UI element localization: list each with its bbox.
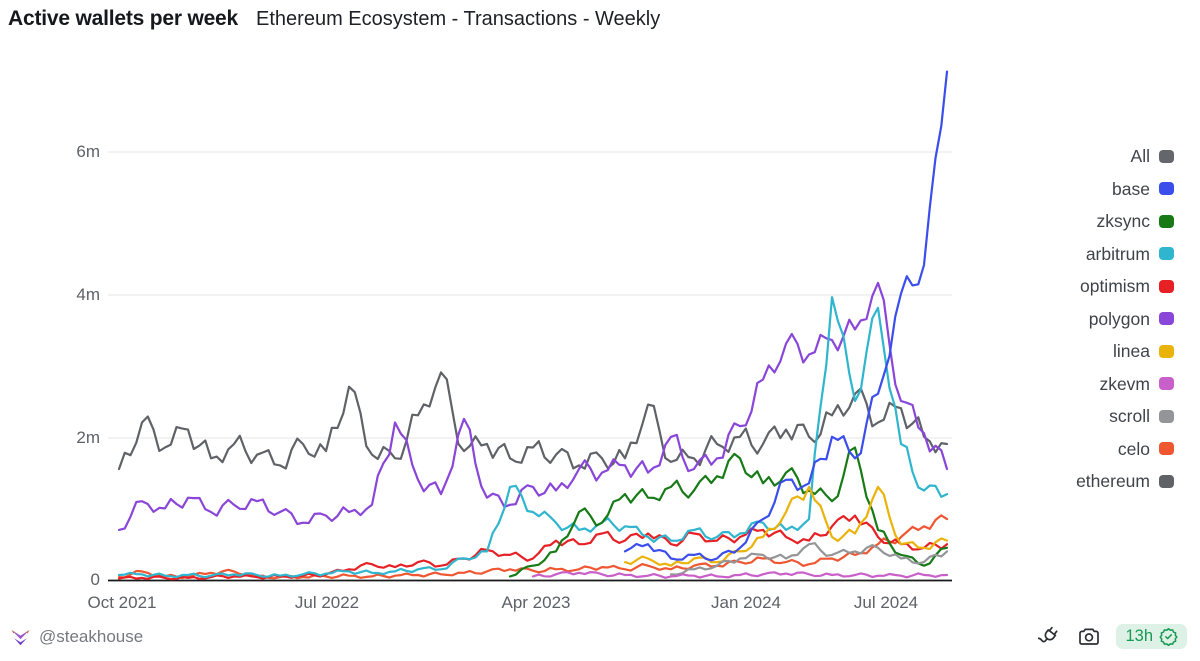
legend-label: zkevm [1099,373,1150,394]
legend-label: polygon [1088,308,1150,329]
legend-item-zkevm[interactable]: zkevm [1099,373,1174,395]
legend-swatch [1159,247,1174,260]
y-tick-4m: 4m [76,285,100,304]
legend-swatch [1159,279,1174,293]
data-freshness-badge[interactable]: 13h [1116,624,1187,649]
legend-item-zksync[interactable]: zksync [1097,210,1174,232]
legend-label: linea [1113,341,1150,361]
legend-swatch [1159,312,1174,325]
legend-swatch [1159,149,1174,163]
footer-actions: 13h [1038,624,1187,649]
legend-swatch [1159,377,1174,390]
x-tick-oct-2021: Oct 2021 [87,593,157,612]
page-title: Active wallets per week [8,7,239,30]
legend-swatch [1159,442,1174,455]
api-plug-icon[interactable] [1038,625,1062,649]
legend-swatch [1159,344,1174,358]
legend-item-arbitrum[interactable]: arbitrum [1086,243,1174,265]
series-line-celo [117,514,949,580]
legend-item-base[interactable]: base [1112,178,1174,200]
author-handle: @steakhouse [39,627,144,646]
legend-item-optimism[interactable]: optimism [1080,275,1174,297]
legend: All base zksync arbitrum optimism polygon line… [1076,145,1174,492]
series-line-optimism [117,514,949,581]
series-line-arbitrum [117,296,949,579]
legend-swatch [1159,182,1174,195]
legend-label: arbitrum [1085,243,1150,264]
x-tick-jul-2024: Jul 2024 [853,593,919,612]
legend-item-ethereum[interactable]: ethereum [1076,470,1174,492]
page-subtitle: Ethereum Ecosystem - Transactions - Week… [256,8,661,30]
series-line-polygon [117,281,949,532]
camera-icon[interactable] [1077,625,1101,649]
series-line-scroll [669,542,949,576]
legend-label: All [1130,146,1150,166]
legend-label: celo [1117,438,1150,459]
legend-swatch [1159,474,1174,488]
legend-label: zksync [1096,211,1150,231]
y-tick-2m: 2m [76,428,100,447]
y-tick-6m: 6m [76,142,100,161]
legend-item-celo[interactable]: celo [1118,438,1174,460]
x-tick-jul-2022: Jul 2022 [294,593,360,612]
legend-label: base [1112,178,1150,199]
x-tick-apr-2023: Apr 2023 [501,593,571,612]
y-tick-0: 0 [90,570,100,589]
legend-item-polygon[interactable]: polygon [1089,308,1174,330]
legend-label: ethereum [1076,471,1150,491]
steakhouse-logo-icon [10,629,31,646]
legend-item-linea[interactable]: linea [1113,340,1174,362]
series-line-linea [623,485,949,567]
chart-header: Active wallets per week Ethereum Ecosyst… [8,7,660,31]
legend-item-scroll[interactable]: scroll [1109,405,1174,427]
series-line-ethereum [117,371,949,471]
verified-seal-icon [1159,627,1178,646]
series-line-zkevm [531,570,949,579]
series-line-zksync [508,446,949,578]
series-line-base [623,70,949,562]
x-tick-jan-2024: Jan 2024 [711,593,781,612]
chart-series-group [117,70,949,581]
data-age-label: 13h [1125,627,1153,645]
legend-swatch [1159,214,1174,228]
footer-attribution: @steakhouse [10,627,143,647]
legend-swatch [1159,409,1174,423]
legend-label: optimism [1079,276,1150,296]
legend-label: scroll [1109,406,1150,426]
legend-item-all[interactable]: All [1131,145,1174,167]
